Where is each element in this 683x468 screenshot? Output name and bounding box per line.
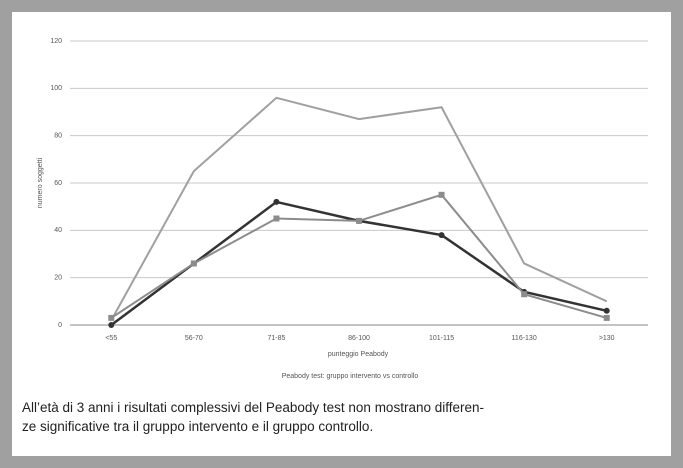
x-tick-label: 71-85 [267,335,285,342]
point [273,198,280,205]
series-line [110,96,608,321]
point [438,191,445,198]
x-tick-label: 116-130 [512,335,537,342]
x-tick-label: 56-70 [185,335,203,342]
point [108,322,115,328]
x-tick-label: >130 [599,335,615,342]
x-tick-label: 101-115 [429,335,454,342]
point [108,314,115,321]
point [521,291,528,298]
x-axis-title: punteggio Peabody [328,351,389,358]
y-tick-label: 100 [50,85,62,92]
legend-title: Peabody test: gruppo intervento vs contr… [282,373,419,380]
point [603,314,610,321]
x-tick-label: 86-100 [348,335,370,342]
y-tick-label: 20 [54,275,62,282]
caption: All’età di 3 anni i risultati complessiv… [22,398,662,436]
y-tick-label: 60 [54,180,62,187]
y-tick-label: 120 [50,38,62,45]
point [273,215,280,222]
y-axis-title: numero soggetti [37,157,44,208]
y-tick-label: 40 [54,227,62,234]
point [438,232,445,239]
point [356,217,362,224]
point [603,307,610,314]
x-tick-label: <55 [105,335,117,342]
caption-line: ze significative tra il gruppo intervent… [22,419,374,434]
y-tick-label: 0 [58,322,62,329]
y-tick-label: 80 [54,133,62,140]
caption-line: All’età di 3 anni i risultati complessiv… [22,400,484,415]
series-line [110,193,607,319]
point [190,260,197,267]
